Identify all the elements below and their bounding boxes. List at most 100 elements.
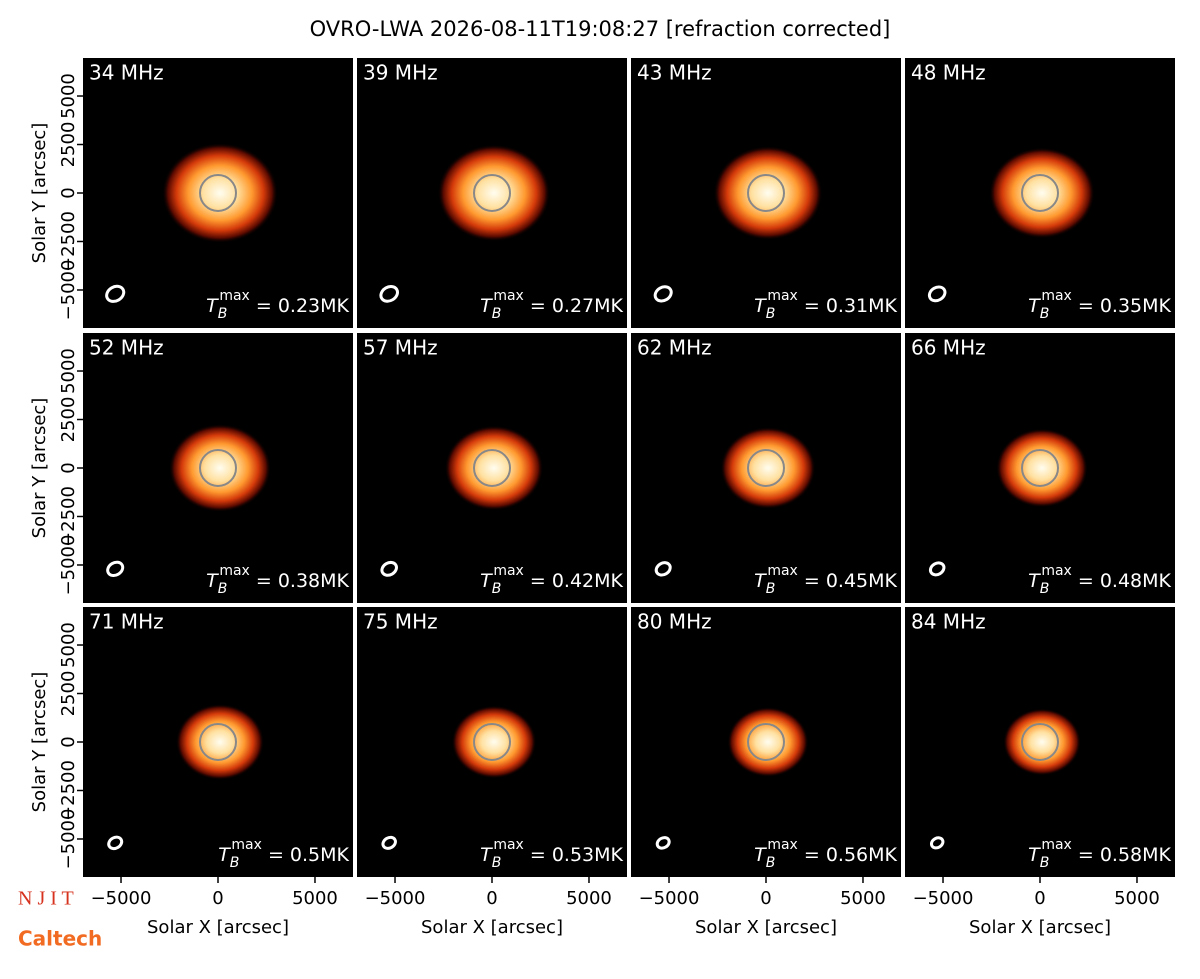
freq-label: 39 MHz <box>363 61 438 85</box>
solar-disk <box>1021 174 1059 212</box>
y-tick-label: −5000 <box>58 535 79 596</box>
solar-disk <box>747 174 785 212</box>
panel: 48 MHz TBmax = 0.35MK <box>905 58 1175 328</box>
x-tick-label: 0 <box>486 888 497 909</box>
y-axis-label: Solar Y [arcsec] <box>29 123 50 264</box>
solar-disk <box>199 723 237 761</box>
tb-sub: B <box>492 581 502 597</box>
solar-disk <box>747 449 785 487</box>
logo: N J I T <box>18 888 74 910</box>
x-tick-label: 0 <box>760 888 771 909</box>
tb-sub: B <box>230 855 240 871</box>
tb-symbol: T <box>754 295 767 317</box>
tb-sub: B <box>766 581 776 597</box>
solar-disk <box>199 174 237 212</box>
freq-label: 84 MHz <box>911 610 986 634</box>
y-tick-label: 0 <box>58 736 79 747</box>
y-tick-label: 5000 <box>58 348 79 394</box>
tb-sup: max <box>767 563 798 579</box>
logo: Caltech <box>18 927 102 951</box>
x-tick-label: 0 <box>1034 888 1045 909</box>
solar-disk <box>473 449 511 487</box>
solar-disk <box>473 723 511 761</box>
tb-label: TBmax = 0.31MK <box>754 288 897 322</box>
tb-value: = 0.27MK <box>524 295 624 317</box>
beam <box>653 285 673 303</box>
solar-disk <box>1021 723 1059 761</box>
tb-sup: max <box>493 837 524 853</box>
x-tick-label: 5000 <box>566 888 612 909</box>
tb-value: = 0.53MK <box>524 844 624 866</box>
tb-symbol: T <box>1028 570 1041 592</box>
emission <box>175 704 265 780</box>
beam <box>929 836 945 850</box>
freq-label: 80 MHz <box>637 610 712 634</box>
tb-value: = 0.42MK <box>524 570 624 592</box>
chart-title: OVRO-LWA 2026-08-11T19:08:27 [refraction… <box>310 17 891 41</box>
freq-label: 34 MHz <box>89 61 164 85</box>
tb-value: = 0.35MK <box>1072 295 1172 317</box>
tb-sup: max <box>1041 837 1072 853</box>
tb-value: = 0.38MK <box>250 570 350 592</box>
tb-sup: max <box>767 837 798 853</box>
emission <box>713 146 823 240</box>
beam <box>380 560 398 577</box>
tb-label: TBmax = 0.53MK <box>480 837 623 871</box>
freq-label: 57 MHz <box>363 336 438 360</box>
tb-value: = 0.31MK <box>798 295 898 317</box>
tb-symbol: T <box>1028 844 1041 866</box>
emission <box>720 427 816 509</box>
emission <box>451 705 537 779</box>
panel: 71 MHz TBmax = 0.5MK <box>83 607 353 877</box>
panel: 66 MHz TBmax = 0.48MK <box>905 333 1175 603</box>
tb-value: = 0.23MK <box>250 295 350 317</box>
tb-value: = 0.45MK <box>798 570 898 592</box>
tb-symbol: T <box>218 844 231 866</box>
beam <box>107 835 124 851</box>
freq-label: 62 MHz <box>637 336 712 360</box>
y-tick-label: 5000 <box>58 73 79 119</box>
tb-label: TBmax = 0.23MK <box>206 288 349 322</box>
y-tick-label: −5000 <box>58 809 79 870</box>
tb-sup: max <box>1041 288 1072 304</box>
panel: 80 MHz TBmax = 0.56MK <box>631 607 901 877</box>
tb-sup: max <box>231 837 262 853</box>
y-tick-label: 2500 <box>58 671 79 717</box>
tb-symbol: T <box>1028 295 1041 317</box>
beam <box>381 835 397 850</box>
tb-sup: max <box>493 288 524 304</box>
tb-sub: B <box>766 306 776 322</box>
solar-disk <box>747 723 785 761</box>
y-tick-label: 2500 <box>58 397 79 443</box>
panel: 43 MHz TBmax = 0.31MK <box>631 58 901 328</box>
freq-label: 71 MHz <box>89 610 164 634</box>
beam <box>928 561 946 577</box>
tb-label: TBmax = 0.27MK <box>480 288 623 322</box>
tb-symbol: T <box>206 570 219 592</box>
tb-sup: max <box>219 563 250 579</box>
tb-value: = 0.58MK <box>1072 844 1172 866</box>
y-tick-label: 5000 <box>58 622 79 668</box>
tb-sup: max <box>767 288 798 304</box>
tb-label: TBmax = 0.58MK <box>1028 837 1171 871</box>
tb-value: = 0.48MK <box>1072 570 1172 592</box>
beam <box>927 285 947 303</box>
tb-sub: B <box>766 855 776 871</box>
x-axis-label: Solar X [arcsec] <box>421 917 563 938</box>
y-tick-label: 2500 <box>58 122 79 168</box>
beam <box>106 560 125 578</box>
panel: 84 MHz TBmax = 0.58MK <box>905 607 1175 877</box>
x-tick-label: −5000 <box>639 888 700 909</box>
tb-label: TBmax = 0.42MK <box>480 563 623 597</box>
tb-value: = 0.56MK <box>798 844 898 866</box>
emission <box>989 147 1095 239</box>
emission <box>996 428 1088 508</box>
x-axis-label: Solar X [arcsec] <box>695 917 837 938</box>
freq-label: 66 MHz <box>911 336 986 360</box>
tb-sub: B <box>1040 306 1050 322</box>
emission <box>437 144 551 242</box>
solar-disk <box>1021 449 1059 487</box>
x-tick-label: 0 <box>212 888 223 909</box>
solar-disk <box>199 449 237 487</box>
